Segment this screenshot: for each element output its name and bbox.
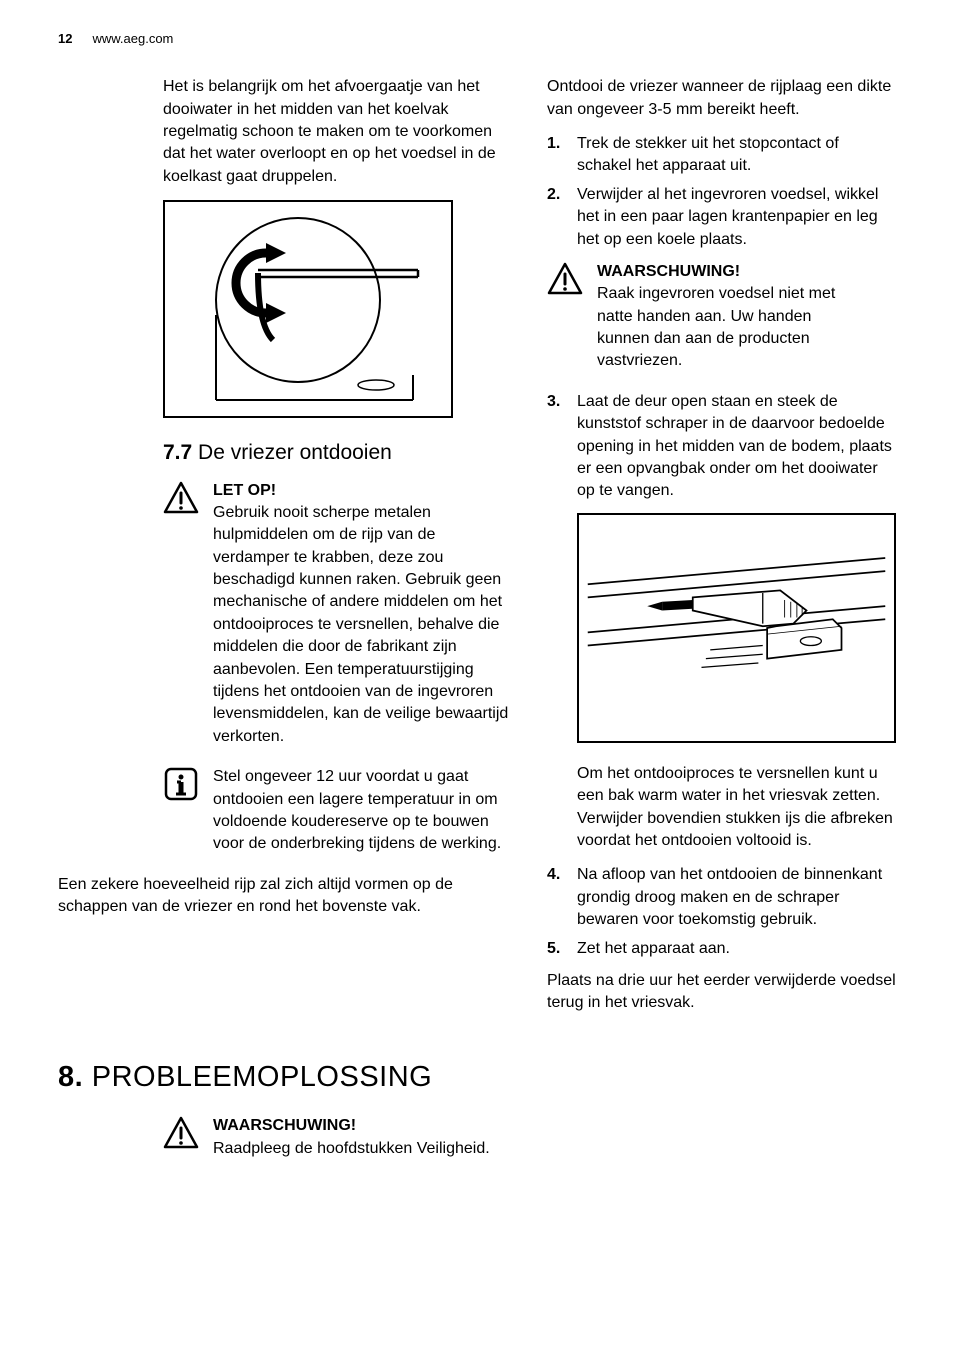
caution-body: Gebruik nooit scherpe metalen hulpmiddel… — [213, 502, 512, 748]
step-4: Na afloop van het ontdooien de binnenkan… — [547, 864, 896, 931]
step-3-list: Laat de deur open staan en steek de kuns… — [547, 391, 896, 503]
warning-body: Raak ingevroren voedsel niet met natte h… — [597, 283, 836, 373]
right-tail: Plaats na drie uur het eerder verwijderd… — [547, 970, 896, 1015]
section-title-text: De vriezer ontdooien — [198, 441, 392, 464]
section-heading: 7.7 De vriezer ontdooien — [163, 438, 512, 467]
caution-notice: LET OP! Gebruik nooit scherpe metalen hu… — [163, 480, 512, 749]
warning-triangle-icon — [547, 261, 583, 297]
chapter-number: 8. — [58, 1061, 83, 1093]
scraper-drain-diagram — [577, 513, 896, 743]
step-5: Zet het apparaat aan. — [547, 938, 896, 960]
warning-triangle-icon — [163, 480, 199, 516]
info-notice: Stel ongeveer 12 uur voordat u gaat ontd… — [163, 766, 512, 856]
steps-1-2: Trek de stekker uit het stopcontact of s… — [547, 133, 896, 251]
steps-4-5: Na afloop van het ontdooien de binnenkan… — [547, 864, 896, 960]
drain-cleaning-diagram — [163, 200, 453, 418]
left-tail-paragraph: Een zekere hoeveelheid rijp zal zich alt… — [58, 874, 512, 919]
warning-title: WAARSCHUWING! — [597, 261, 836, 283]
chapter-title: PROBLEEMOPLOSSING — [92, 1061, 433, 1093]
warning-notice-right: WAARSCHUWING! Raak ingevroren voedsel ni… — [547, 261, 896, 373]
right-intro: Ontdooi de vriezer wanneer de rijplaag e… — [547, 76, 896, 121]
step3-after: Om het ontdooiproces te versnellen kunt … — [547, 763, 896, 853]
chapter-warning: WAARSCHUWING! Raadpleeg de hoofdstukken … — [163, 1115, 896, 1160]
step-3: Laat de deur open staan en steek de kuns… — [547, 391, 896, 503]
step-1: Trek de stekker uit het stopcontact of s… — [547, 133, 896, 178]
right-column: Ontdooi de vriezer wanneer de rijplaag e… — [547, 76, 896, 1027]
chapter-heading: 8. PROBLEEMOPLOSSING — [58, 1057, 896, 1098]
left-column: Het is belangrijk om het afvoergaatje va… — [58, 76, 512, 1027]
info-body: Stel ongeveer 12 uur voordat u gaat ontd… — [213, 766, 512, 856]
info-icon — [163, 766, 199, 802]
page-number: 12 — [58, 30, 72, 48]
header-url: www.aeg.com — [92, 30, 173, 48]
intro-paragraph: Het is belangrijk om het afvoergaatje va… — [163, 76, 512, 188]
caution-title: LET OP! — [213, 480, 512, 502]
section-number: 7.7 — [163, 441, 192, 464]
chapter-warning-title: WAARSCHUWING! — [213, 1115, 896, 1137]
step-2: Verwijder al het ingevroren voedsel, wik… — [547, 184, 896, 251]
chapter-warning-body: Raadpleeg de hoofdstukken Veiligheid. — [213, 1138, 896, 1160]
warning-triangle-icon — [163, 1115, 199, 1151]
